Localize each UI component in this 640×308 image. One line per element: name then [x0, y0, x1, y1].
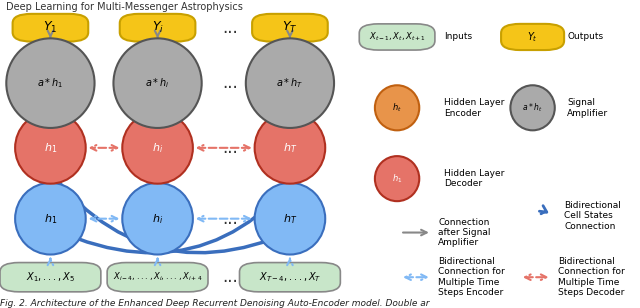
Ellipse shape — [15, 112, 86, 184]
Text: ...: ... — [222, 210, 238, 228]
Text: $Y_t$: $Y_t$ — [527, 30, 538, 44]
Text: Outputs: Outputs — [567, 32, 604, 42]
Ellipse shape — [122, 183, 193, 254]
Text: $a*h_i$: $a*h_i$ — [145, 76, 170, 90]
Text: ...: ... — [222, 19, 238, 37]
Text: $h_i$: $h_i$ — [152, 212, 163, 225]
FancyBboxPatch shape — [252, 14, 328, 42]
Text: $h_1$: $h_1$ — [392, 172, 403, 185]
Text: $X_1,...,X_5$: $X_1,...,X_5$ — [26, 270, 75, 284]
Text: Fig. 2. Architecture of the Enhanced Deep Recurrent Denoising Auto-Encoder model: Fig. 2. Architecture of the Enhanced Dee… — [0, 299, 429, 308]
FancyBboxPatch shape — [13, 14, 88, 42]
Text: $h_T$: $h_T$ — [283, 212, 297, 225]
Text: $Y_T$: $Y_T$ — [282, 20, 298, 35]
Text: Connection
after Signal
Amplifier: Connection after Signal Amplifier — [438, 218, 490, 247]
Text: Hidden Layer
Encoder: Hidden Layer Encoder — [444, 98, 505, 117]
Text: ...: ... — [222, 139, 238, 157]
Text: Hidden Layer
Decoder: Hidden Layer Decoder — [444, 169, 505, 188]
FancyBboxPatch shape — [107, 262, 208, 292]
Text: Deep Learning for Multi-Messenger Astrophysics: Deep Learning for Multi-Messenger Astrop… — [6, 2, 243, 11]
Text: $X_{T-4},...,X_T$: $X_{T-4},...,X_T$ — [259, 270, 321, 284]
Text: ...: ... — [222, 268, 238, 286]
FancyArrowPatch shape — [540, 206, 547, 214]
Text: $X_{t-1},X_t,X_{t+1}$: $X_{t-1},X_t,X_{t+1}$ — [369, 31, 426, 43]
Ellipse shape — [6, 38, 95, 128]
FancyBboxPatch shape — [120, 14, 195, 42]
FancyBboxPatch shape — [501, 24, 564, 50]
Text: Bidirectional
Connection for
Multiple Time
Steps Decoder: Bidirectional Connection for Multiple Ti… — [558, 257, 625, 297]
Ellipse shape — [113, 38, 202, 128]
Text: $Y_1$: $Y_1$ — [44, 20, 58, 35]
Text: Inputs: Inputs — [444, 32, 472, 42]
Text: $h_t$: $h_t$ — [392, 102, 402, 114]
Ellipse shape — [15, 183, 86, 254]
Text: $a*h_t$: $a*h_t$ — [522, 102, 543, 114]
Ellipse shape — [246, 38, 334, 128]
Text: Bidirectional
Connection for
Multiple Time
Steps Encoder: Bidirectional Connection for Multiple Ti… — [438, 257, 505, 297]
FancyBboxPatch shape — [0, 262, 101, 292]
Text: $X_{i-4},...,X_i,...,X_{i+4}$: $X_{i-4},...,X_i,...,X_{i+4}$ — [113, 271, 202, 283]
FancyArrowPatch shape — [35, 153, 314, 253]
FancyArrowPatch shape — [36, 153, 316, 253]
Ellipse shape — [122, 112, 193, 184]
Text: $h_T$: $h_T$ — [283, 141, 297, 155]
Text: $h_i$: $h_i$ — [152, 141, 163, 155]
Text: $h_1$: $h_1$ — [44, 212, 57, 225]
Ellipse shape — [255, 112, 325, 184]
Ellipse shape — [255, 183, 325, 254]
Text: $h_1$: $h_1$ — [44, 141, 57, 155]
Text: $a*h_T$: $a*h_T$ — [276, 76, 303, 90]
FancyBboxPatch shape — [239, 262, 340, 292]
Text: Bidirectional
Cell States
Connection: Bidirectional Cell States Connection — [564, 201, 621, 230]
FancyBboxPatch shape — [359, 24, 435, 50]
Text: Signal
Amplifier: Signal Amplifier — [567, 98, 609, 117]
Ellipse shape — [375, 85, 419, 130]
Ellipse shape — [375, 156, 419, 201]
Text: $a*h_1$: $a*h_1$ — [37, 76, 63, 90]
Text: $Y_i$: $Y_i$ — [152, 20, 164, 35]
Ellipse shape — [511, 85, 555, 130]
Text: ...: ... — [222, 74, 238, 92]
